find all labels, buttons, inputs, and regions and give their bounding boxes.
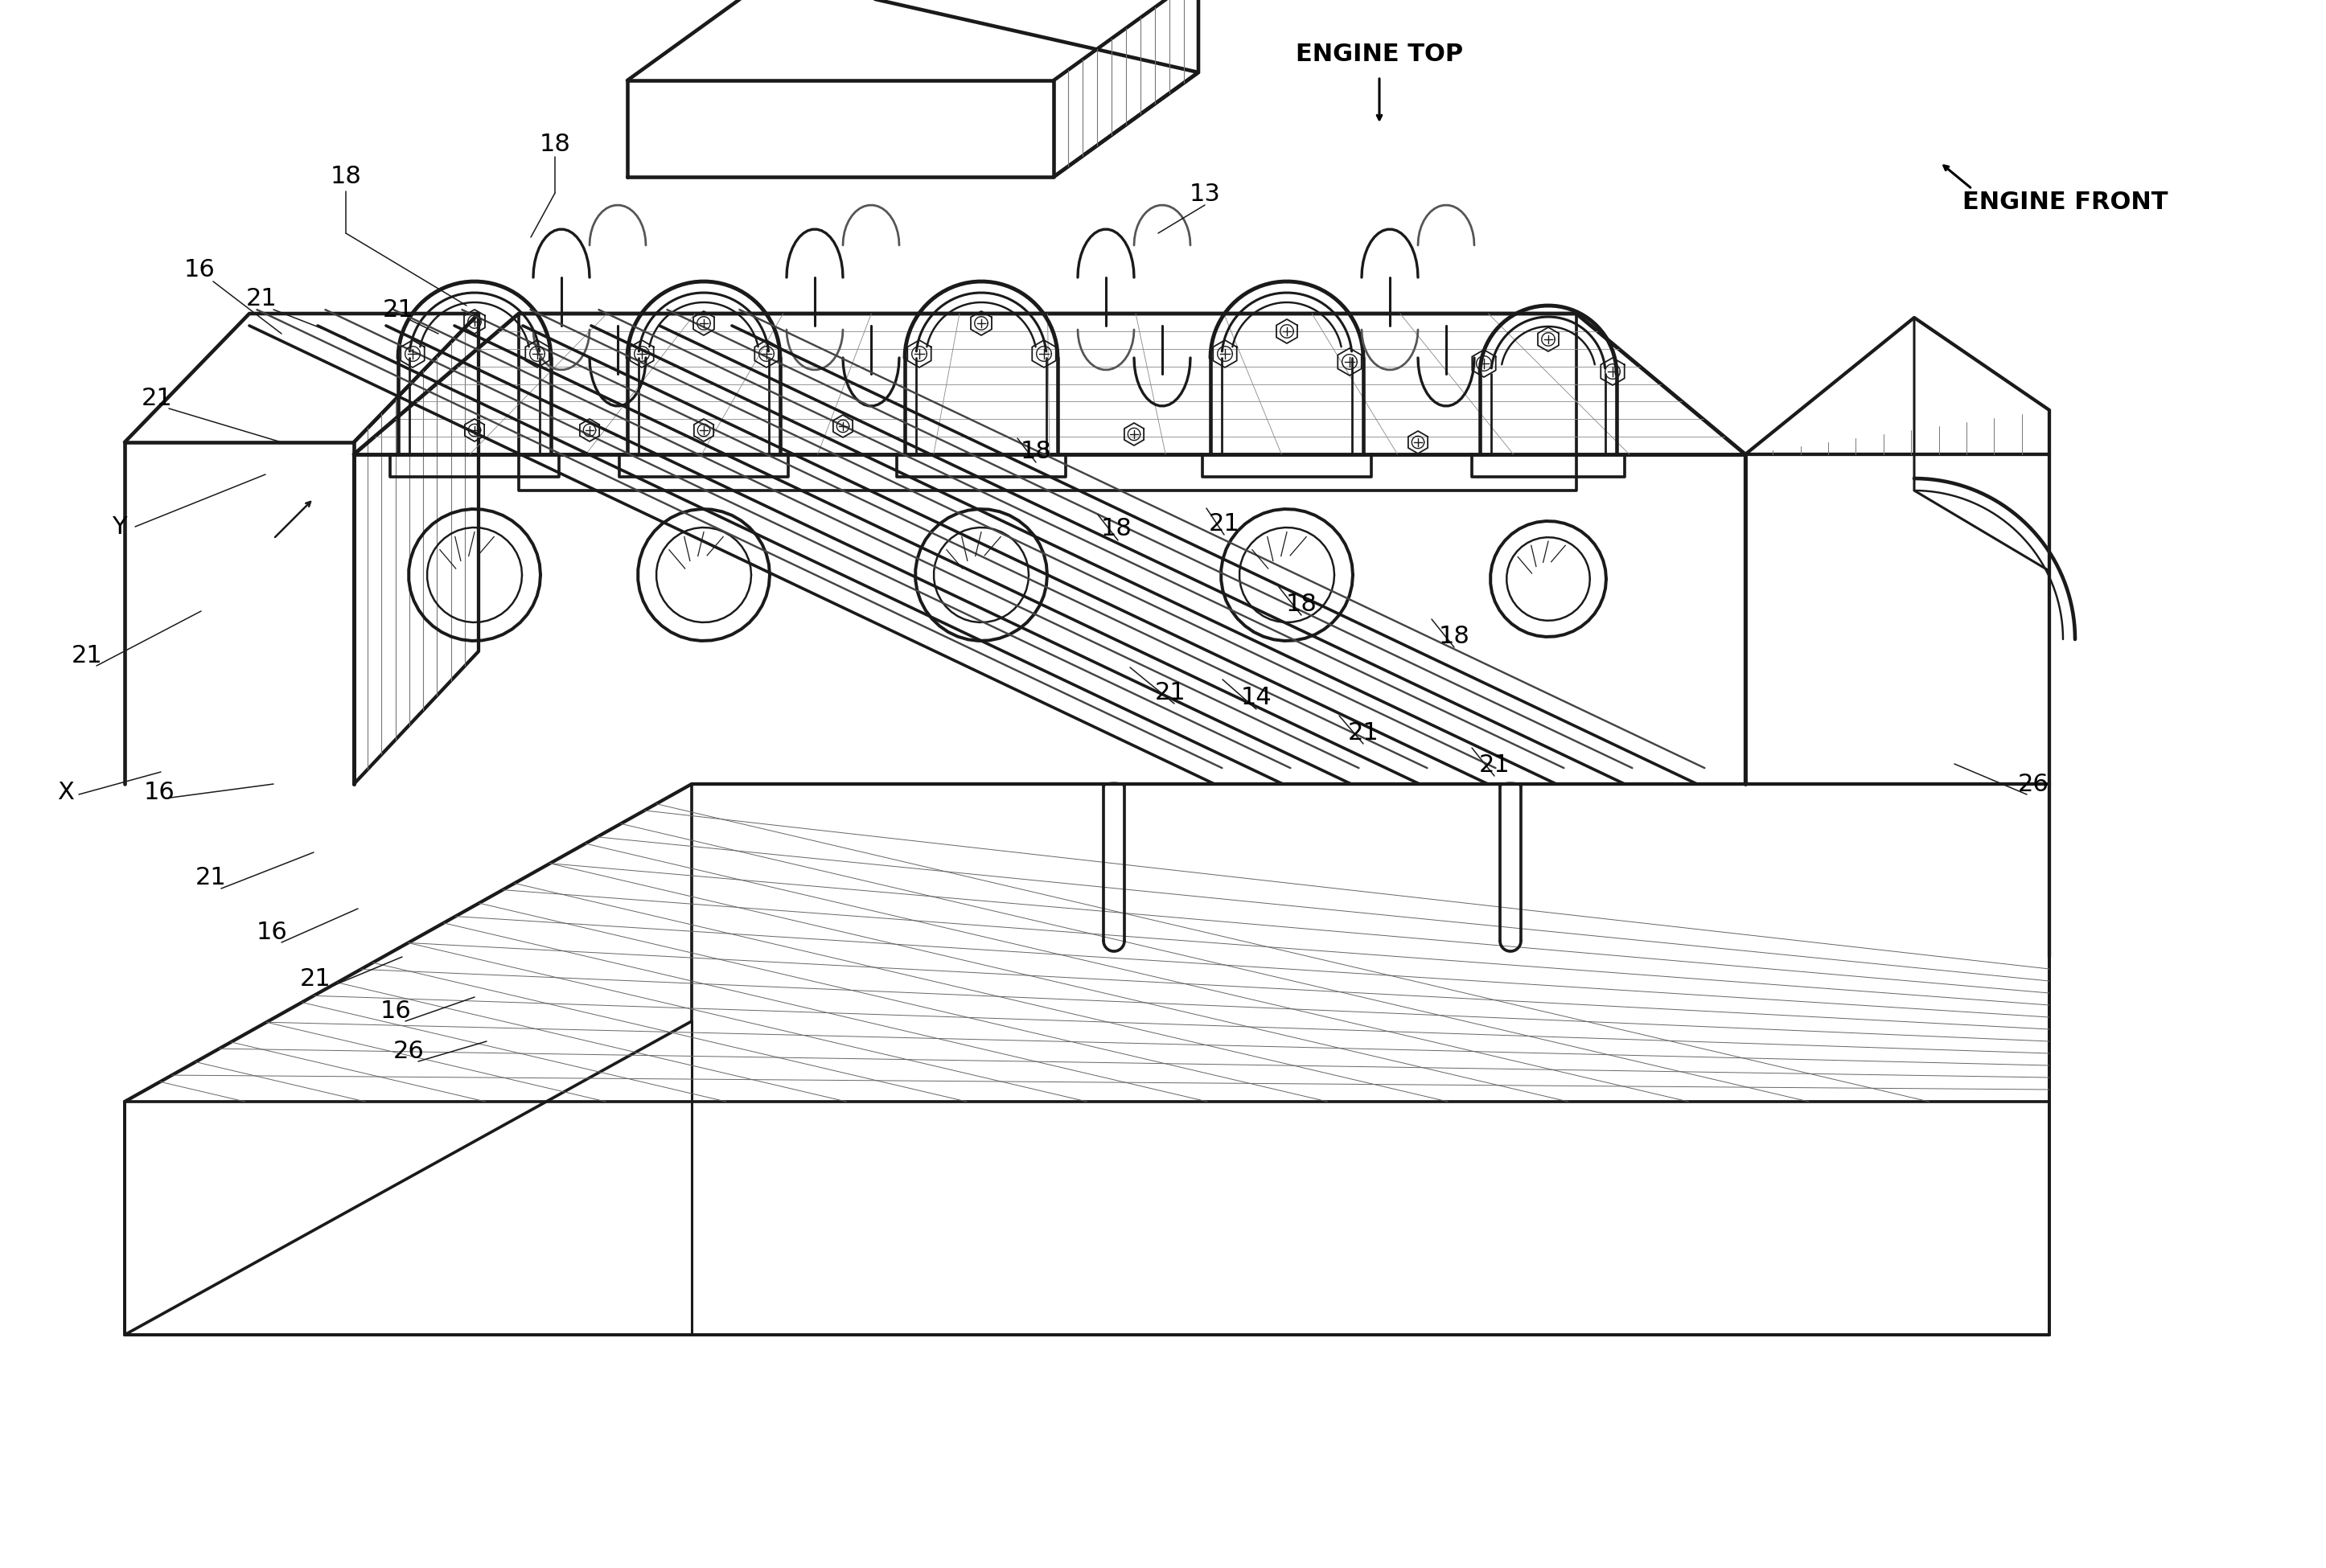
Text: 26: 26 (2017, 773, 2049, 795)
Text: Y: Y (112, 514, 126, 538)
Text: 18: 18 (1021, 441, 1051, 464)
Text: 18: 18 (540, 133, 570, 157)
Text: 16: 16 (144, 781, 174, 804)
Text: 16: 16 (379, 1000, 412, 1024)
Text: 16: 16 (184, 257, 214, 281)
Text: 21: 21 (195, 867, 226, 889)
Text: ENGINE TOP: ENGINE TOP (1296, 42, 1463, 66)
Text: 21: 21 (72, 644, 102, 666)
Text: 21: 21 (247, 287, 277, 310)
Text: 18: 18 (330, 165, 361, 188)
Text: 21: 21 (1479, 754, 1510, 778)
Text: 21: 21 (300, 967, 330, 991)
Text: 16: 16 (256, 920, 288, 944)
Text: 14: 14 (1240, 687, 1272, 710)
Text: ENGINE FRONT: ENGINE FRONT (1963, 191, 2168, 215)
Text: X: X (58, 781, 74, 804)
Text: 21: 21 (381, 298, 414, 321)
Text: 13: 13 (1189, 183, 1221, 207)
Text: 18: 18 (1100, 517, 1133, 541)
Text: 21: 21 (142, 386, 172, 409)
Text: 18: 18 (1437, 626, 1470, 649)
Text: 26: 26 (393, 1040, 423, 1063)
Text: 18: 18 (1286, 593, 1317, 616)
Text: 21: 21 (1347, 721, 1379, 745)
Text: 21: 21 (1210, 513, 1240, 536)
Text: 21: 21 (1154, 682, 1186, 704)
